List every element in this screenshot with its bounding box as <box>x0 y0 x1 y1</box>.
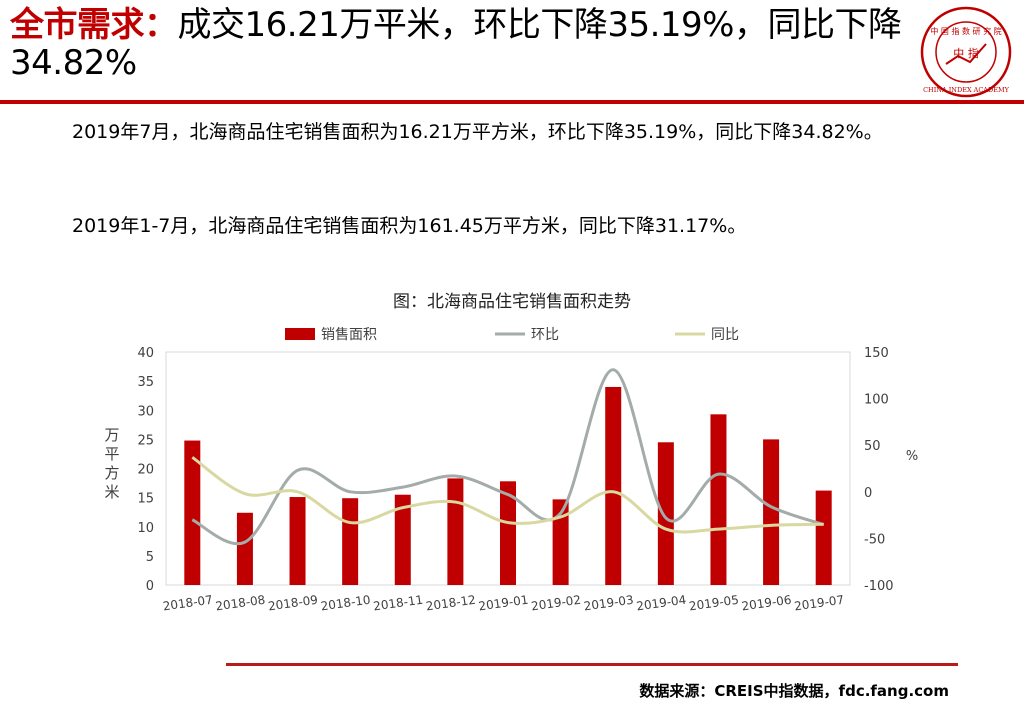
source-divider <box>226 663 958 666</box>
y-tick-label: 40 <box>137 346 154 361</box>
legend-label: 同比 <box>711 327 739 343</box>
legend-label: 环比 <box>531 327 559 343</box>
y-axis-title-char: 方 <box>104 464 119 482</box>
y-tick-label: 15 <box>137 492 154 507</box>
bar <box>500 481 516 585</box>
y-axis-title-char: 平 <box>104 445 119 463</box>
y-tick-label: 5 <box>146 550 154 565</box>
x-tick-label: 2019-06 <box>741 593 793 614</box>
y2-tick-label: -50 <box>864 532 885 547</box>
legend-swatch <box>285 328 315 340</box>
bar <box>552 499 569 585</box>
svg-text:中 国 指 数 研 究 院: 中 国 指 数 研 究 院 <box>930 26 1001 36</box>
bar <box>289 497 306 585</box>
bar <box>447 478 464 585</box>
y2-tick-label: 0 <box>864 486 872 501</box>
bar <box>394 494 411 585</box>
y2-tick-label: 50 <box>864 439 881 454</box>
title-divider <box>0 100 1024 104</box>
series-line-环比 <box>191 368 825 546</box>
bar <box>605 386 622 585</box>
y-axis-title-char: 万 <box>104 426 119 444</box>
bar <box>236 512 253 585</box>
logo-text: CHINA INDEX ACADEMY <box>923 86 1010 94</box>
data-source: 数据来源：CREIS中指数据，fdc.fang.com <box>639 682 949 700</box>
y2-tick-label: -100 <box>864 579 894 594</box>
paragraph-2: 2019年1-7月，北海商品住宅销售面积为161.45万平方米，同比下降31.1… <box>72 215 747 237</box>
y-axis-title-char: 米 <box>104 483 119 501</box>
page-title: 全市需求：成交16.21万平米，环比下降35.19%，同比下降34.82% <box>10 6 910 82</box>
y2-tick-label: 100 <box>864 393 889 408</box>
y-tick-label: 0 <box>146 579 154 594</box>
series-line-同比 <box>191 456 824 534</box>
x-tick-label: 2018-11 <box>372 593 424 614</box>
x-tick-label: 2019-04 <box>635 593 687 614</box>
x-tick-label: 2018-09 <box>267 593 319 614</box>
bar <box>763 439 780 585</box>
legend-label: 销售面积 <box>321 327 377 343</box>
x-tick-label: 2018-07 <box>162 593 214 614</box>
bar <box>657 442 674 585</box>
y2-axis-title: % <box>906 449 918 464</box>
bar <box>342 498 359 585</box>
x-tick-label: 2019-03 <box>583 593 635 614</box>
y-tick-label: 10 <box>137 521 154 536</box>
title-rest: 成交16.21万平米，环比下降35.19%，同比下降34.82% <box>10 5 902 83</box>
x-tick-label: 2019-01 <box>478 593 530 614</box>
bar <box>184 440 201 585</box>
x-tick-label: 2019-02 <box>530 593 582 614</box>
bar <box>815 490 832 585</box>
y-tick-label: 25 <box>137 433 154 448</box>
x-tick-label: 2019-05 <box>688 593 740 614</box>
x-tick-label: 2019-07 <box>793 593 845 614</box>
y-tick-label: 20 <box>137 463 154 478</box>
x-tick-label: 2018-12 <box>425 593 477 614</box>
x-tick-label: 2018-08 <box>215 593 267 614</box>
y2-tick-label: 150 <box>864 346 889 361</box>
paragraph-1: 2019年7月，北海商品住宅销售面积为16.21万平方米，环比下降35.19%，… <box>72 121 883 143</box>
title-accent: 全市需求： <box>10 5 178 45</box>
y-tick-label: 35 <box>137 375 154 390</box>
x-tick-label: 2018-10 <box>320 593 372 614</box>
chart-title: 图：北海商品住宅销售面积走势 <box>393 292 631 312</box>
chart: 0 5 10 15 20 25 30 35 40 -100 -50 0 50 100 150 万平方米% 201… <box>104 327 918 614</box>
bar <box>710 414 727 585</box>
logo: 中 国 指 数 研 究 院 中 指 CHINA INDEX ACADEMY <box>920 6 1012 98</box>
y-tick-label: 30 <box>137 404 154 419</box>
